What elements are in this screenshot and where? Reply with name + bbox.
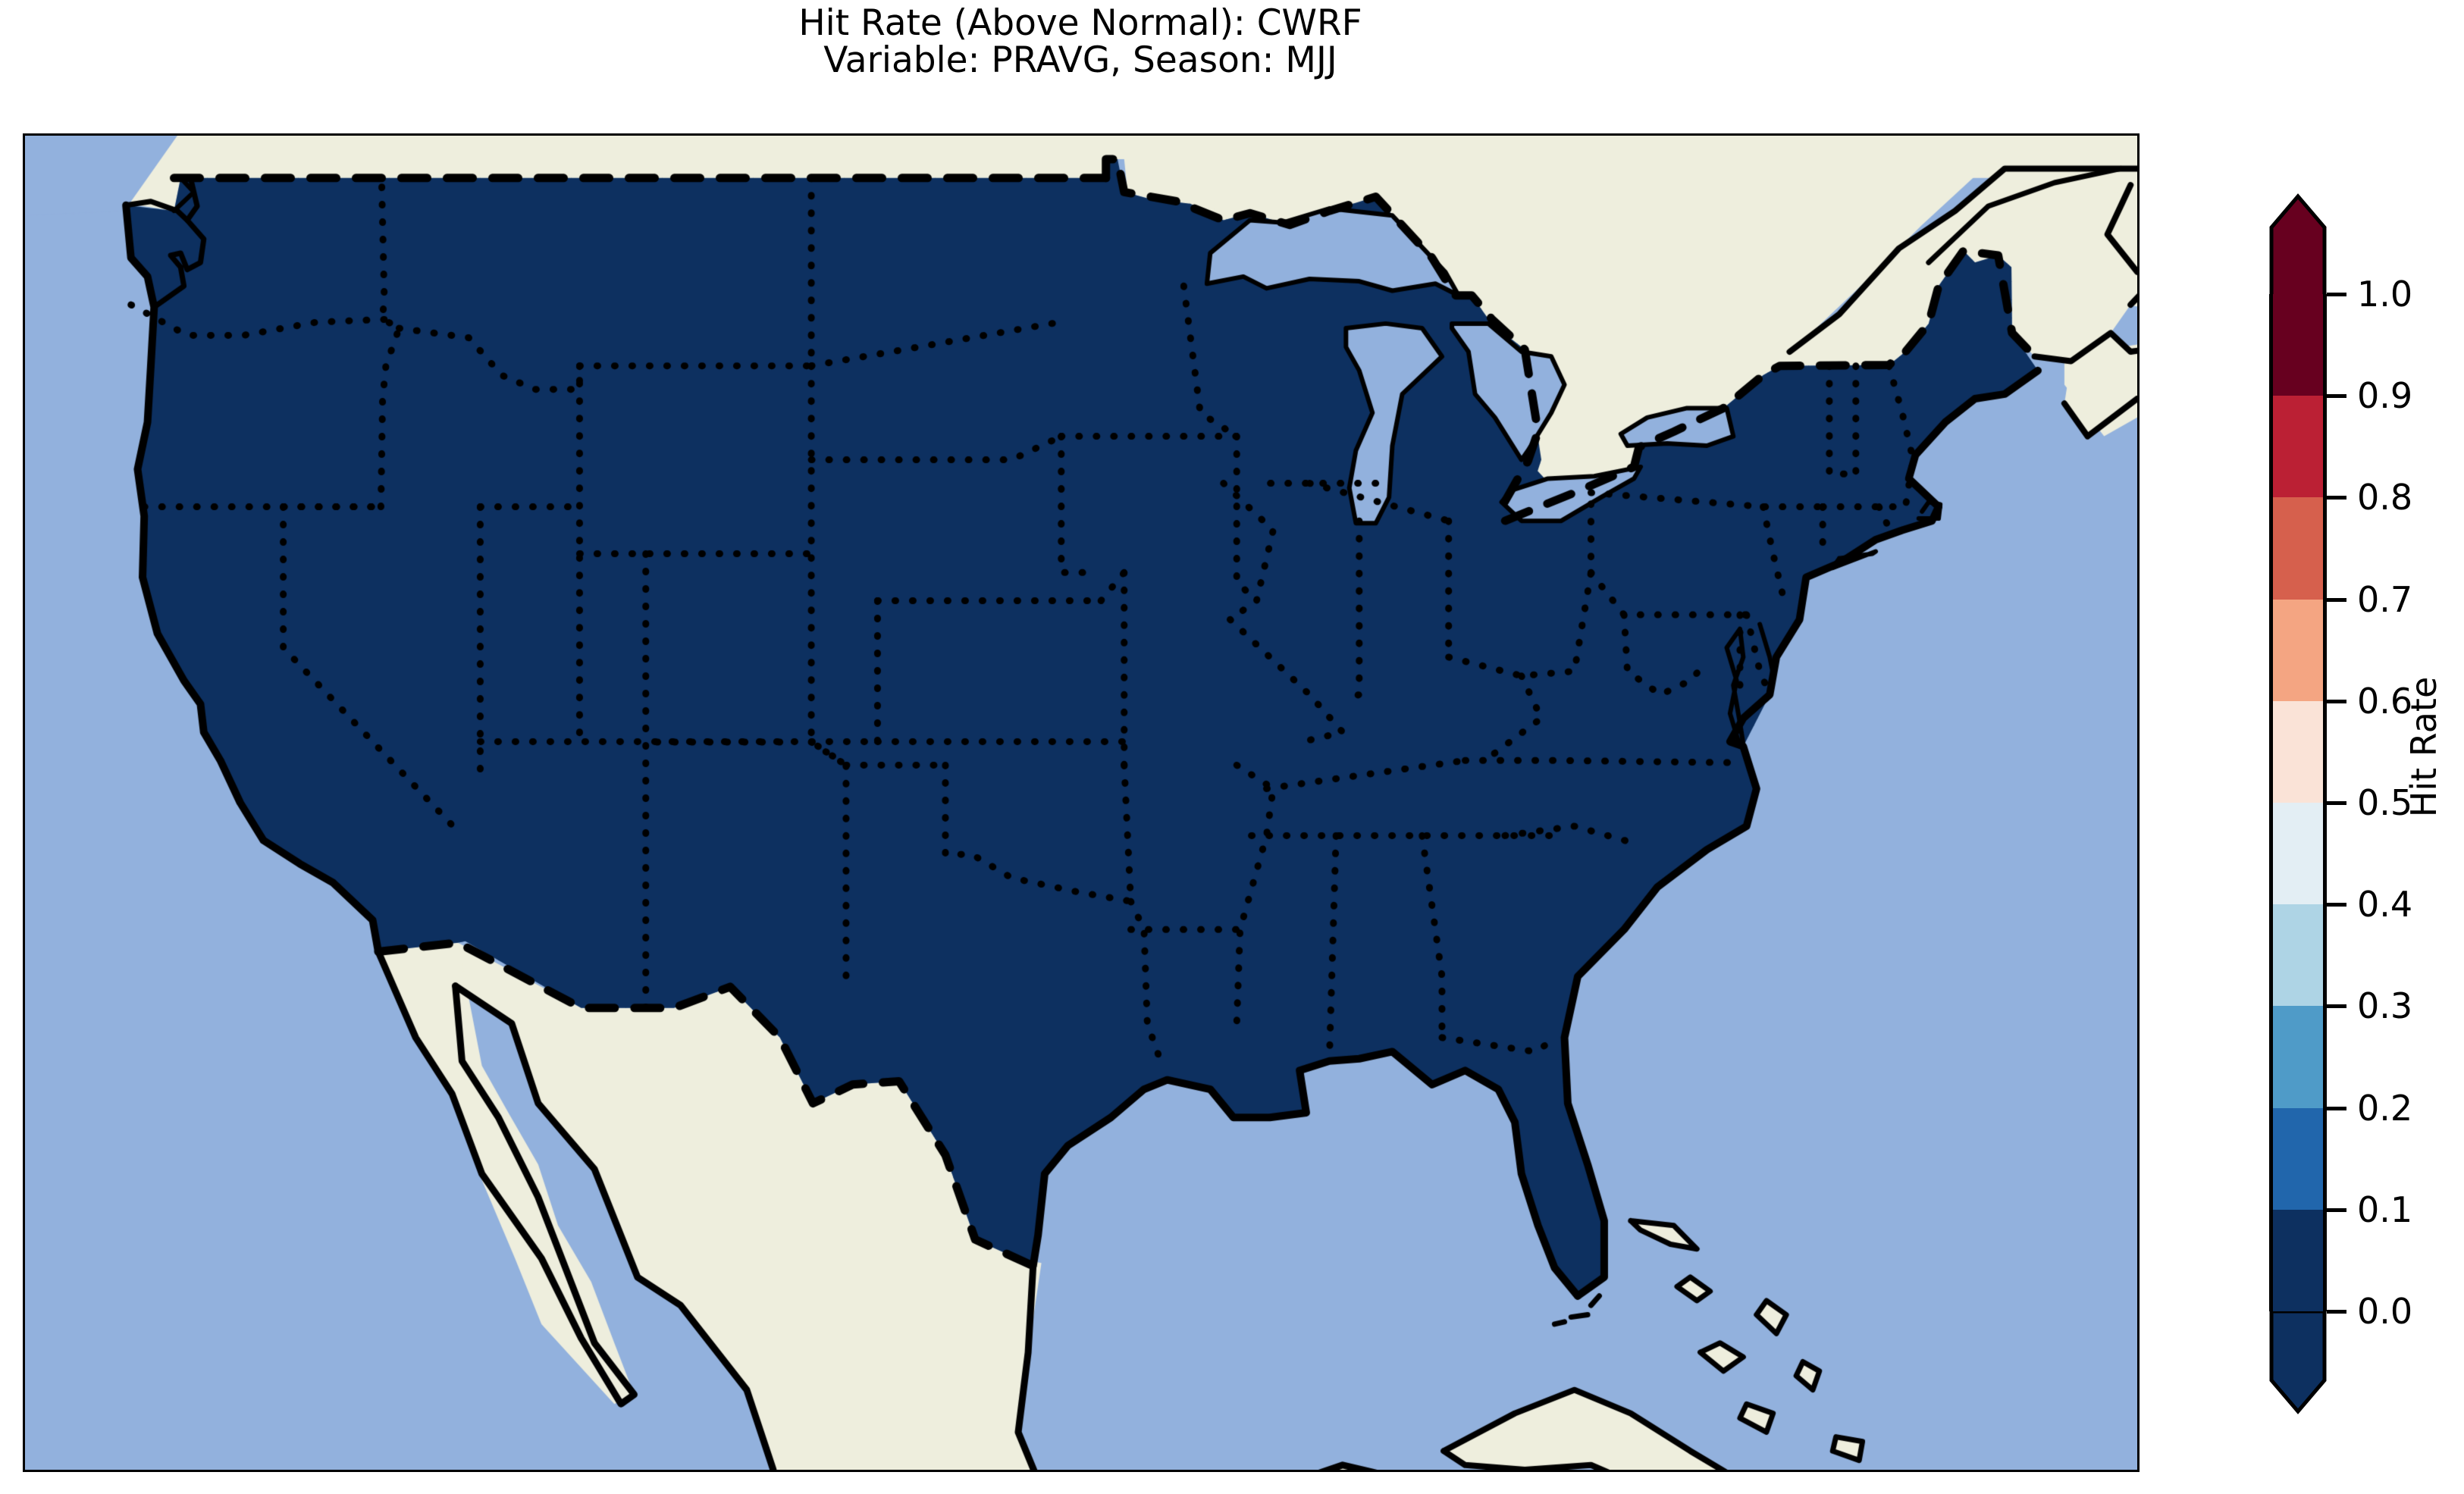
- colorbar-band: [2273, 1209, 2323, 1311]
- colorbar-tick: [2327, 293, 2346, 296]
- colorbar-band: [2273, 294, 2323, 396]
- colorbar-tick-label: 0.0: [2357, 1291, 2413, 1332]
- colorbar-extend-top-icon: [2269, 193, 2327, 299]
- colorbar-tick: [2327, 1207, 2346, 1212]
- colorbar-tick: [2327, 801, 2346, 805]
- colorbar-extend-bottom-icon: [2269, 1309, 2327, 1414]
- colorbar-band: [2273, 700, 2323, 803]
- colorbar-band: [2273, 1107, 2323, 1210]
- colorbar-tick: [2327, 496, 2346, 500]
- colorbar-tick: [2327, 903, 2346, 907]
- colorbar-tick: [2327, 1106, 2346, 1110]
- colorbar-tick-label: 0.7: [2357, 578, 2413, 620]
- colorbar-tick-label: 0.2: [2357, 1087, 2413, 1129]
- colorbar-bands: [2269, 294, 2327, 1311]
- colorbar-tick-label: 0.4: [2357, 884, 2413, 926]
- colorbar-tick-label: 1.0: [2357, 274, 2413, 315]
- colorbar-tick: [2327, 597, 2346, 602]
- colorbar-tick-label: 0.5: [2357, 782, 2413, 823]
- colorbar-tick: [2327, 699, 2346, 703]
- colorbar-tick-label: 0.6: [2357, 680, 2413, 722]
- colorbar-band: [2273, 904, 2323, 1007]
- colorbar-band: [2273, 1006, 2323, 1108]
- colorbar-band: [2273, 396, 2323, 498]
- colorbar-tick-label: 0.8: [2357, 477, 2413, 518]
- title-line-1: Hit Rate (Above Normal): CWRF: [798, 2, 1362, 44]
- colorbar-ticks: 1.0 0.9 0.8 0.7 0.6 0.5 0.4 0.3 0.2 0.1 0.0: [2327, 193, 2464, 1412]
- colorbar: 1.0 0.9 0.8 0.7 0.6 0.5 0.4 0.3 0.2 0.1 0.0: [2269, 193, 2412, 1414]
- colorbar-band: [2273, 497, 2323, 600]
- colorbar-band: [2273, 599, 2323, 701]
- colorbar-tick-label: 0.9: [2357, 375, 2413, 417]
- colorbar-tick: [2327, 1004, 2346, 1009]
- colorbar-tick: [2327, 394, 2346, 399]
- colorbar-tick-label: 0.1: [2357, 1189, 2413, 1230]
- colorbar-band: [2273, 802, 2323, 905]
- title-line-2: Variable: PRAVG, Season: MJJ: [823, 39, 1337, 82]
- colorbar-tick-label: 0.3: [2357, 985, 2413, 1027]
- page-title: Hit Rate (Above Normal): CWRF Variable: …: [0, 5, 2161, 80]
- colorbar-axis-label: Hit Rate: [2403, 676, 2444, 818]
- map-axes: [23, 133, 2140, 1472]
- hit-rate-heatmap: [25, 136, 2137, 1470]
- colorbar-tick: [2327, 1310, 2346, 1314]
